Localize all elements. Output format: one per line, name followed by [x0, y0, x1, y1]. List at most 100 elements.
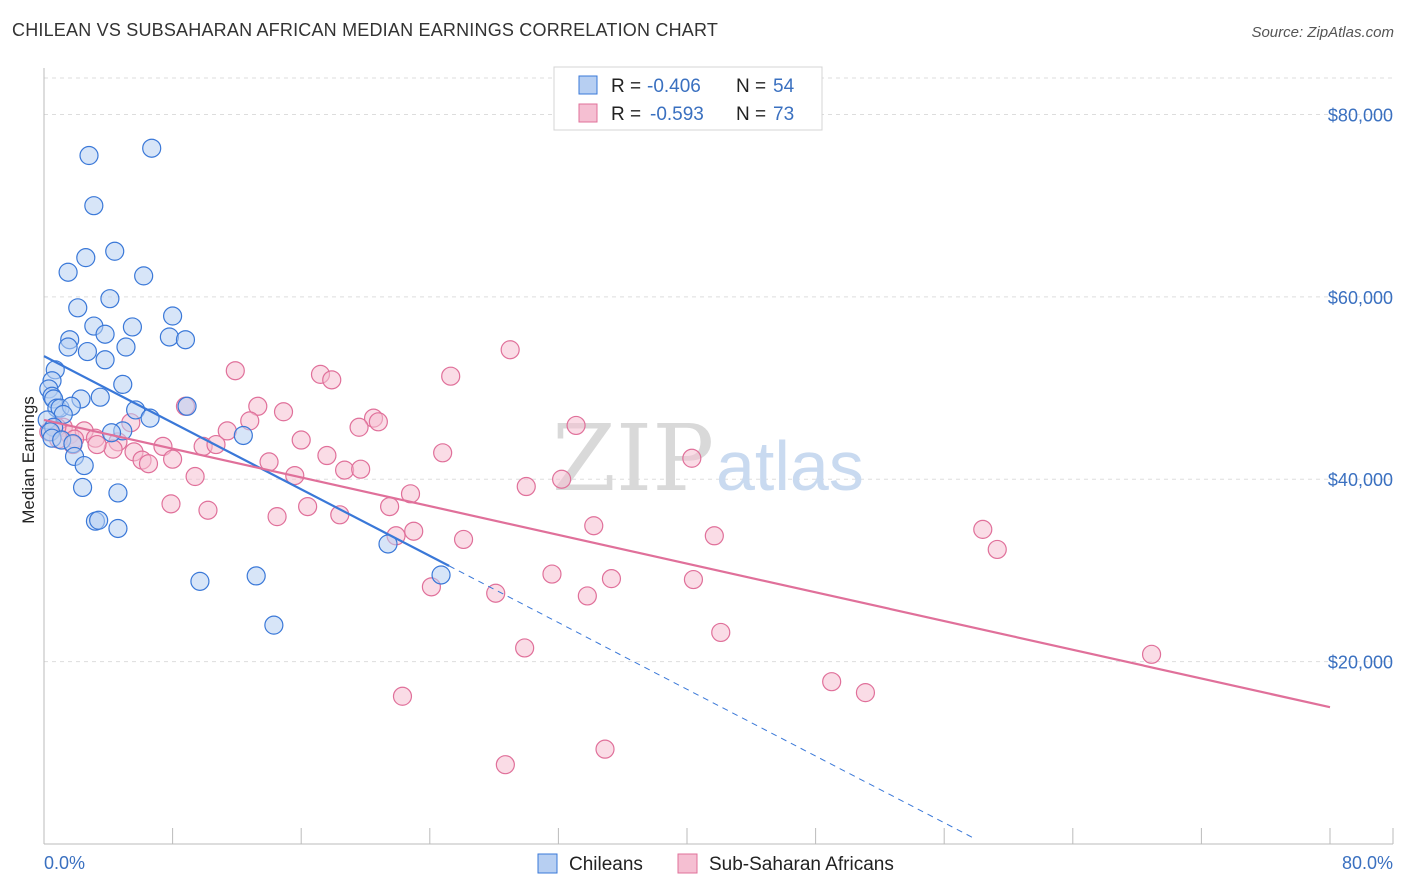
sub-saharan-point-52 — [404, 521, 424, 541]
sub-saharan-point-65 — [515, 638, 535, 658]
chileans-point-32 — [177, 396, 197, 416]
chileans-point-22 — [113, 374, 133, 394]
sub-saharan-point-6 — [248, 396, 268, 416]
chileans-point-9 — [163, 306, 183, 326]
chileans-point-7 — [100, 289, 120, 309]
sub-saharan-point-28 — [103, 439, 123, 459]
sub-saharan-point-45 — [161, 494, 181, 514]
sub-saharan-point-57 — [987, 539, 1007, 560]
legend-r-label-2: R = — [611, 104, 641, 125]
grid-lines — [44, 77, 1393, 663]
watermark: ZIP atlas — [552, 405, 864, 512]
chileans-point-45 — [74, 455, 94, 476]
chileans-trend-line — [43, 355, 450, 567]
chileans-point-1 — [142, 138, 162, 158]
chileans-point-43 — [233, 425, 253, 446]
sub-saharan-point-55 — [704, 526, 724, 546]
sub-saharan-point-22 — [291, 430, 311, 450]
sub-saharan-point-70 — [495, 755, 515, 775]
chileans-point-16 — [58, 337, 78, 357]
legend-r-value-1: -0.406 — [647, 76, 701, 97]
sub-saharan-point-69 — [595, 739, 615, 759]
sub-saharan-point-7 — [273, 402, 294, 422]
legend-n-value-1: 54 — [773, 76, 795, 97]
chileans-point-55 — [431, 565, 451, 585]
sub-saharan-point-53 — [453, 529, 474, 550]
chileans-point-26 — [90, 387, 110, 407]
chileans-point-11 — [122, 317, 143, 337]
chart-title: CHILEAN VS SUBSAHARAN AFRICAN MEDIAN EAR… — [12, 20, 719, 40]
y-axis-label: Median Earnings — [19, 396, 38, 524]
chileans-point-46 — [72, 477, 93, 498]
sub-saharan-point-38 — [335, 460, 355, 480]
y-tick-label-3: $80,000 — [1328, 105, 1393, 125]
sub-saharan-point-71 — [1141, 644, 1162, 664]
sub-saharan-point-39 — [351, 459, 371, 479]
sub-saharan-point-35 — [317, 445, 337, 466]
sub-saharan-trend-line — [43, 418, 1331, 709]
source-label: Source: ZipAtlas.com — [1251, 24, 1394, 41]
sub-saharan-point-68 — [392, 686, 413, 706]
sub-saharan-point-54 — [584, 516, 604, 536]
chileans-point-19 — [95, 350, 115, 370]
axes — [43, 68, 1394, 845]
sub-saharan-point-64 — [711, 622, 731, 643]
legend-n-value-2: 73 — [773, 104, 794, 125]
y-tick-label-0: $20,000 — [1328, 653, 1393, 673]
sub-saharan-point-9 — [368, 412, 388, 432]
x-tick-label-1: 80.0% — [1342, 853, 1393, 873]
sub-saharan-point-66 — [822, 672, 842, 692]
chileans-point-18 — [77, 341, 98, 362]
sub-saharan-point-29 — [87, 434, 107, 455]
chileans-point-54 — [264, 615, 284, 635]
chileans-point-13 — [159, 327, 179, 347]
sub-saharan-point-62 — [577, 586, 597, 606]
bottom-legend: Chileans Sub-Saharan Africans — [537, 853, 894, 875]
sub-saharan-point-0 — [500, 340, 520, 360]
chileans-point-14 — [175, 330, 196, 350]
sub-saharan-point-61 — [486, 583, 506, 603]
sub-saharan-point-43 — [516, 476, 536, 497]
bottom-legend-label-sub-saharan: Sub-Saharan Africans — [709, 854, 894, 875]
sub-saharan-point-67 — [855, 683, 876, 703]
sub-saharan-point-48 — [298, 496, 318, 517]
sub-saharan-point-41 — [185, 466, 205, 487]
y-tick-label-1: $40,000 — [1328, 470, 1393, 490]
chileans-point-3 — [105, 241, 125, 261]
legend-swatch-sub-saharan — [578, 103, 598, 123]
legend-box — [553, 66, 823, 131]
sub-saharan-point-59 — [601, 569, 622, 589]
sub-saharan-point-1 — [225, 361, 245, 381]
legend: R = -0.406 N = 54 R = -0.593 N = 73 — [553, 66, 823, 131]
chileans-point-47 — [108, 483, 128, 503]
x-tick-label-0: 0.0% — [44, 853, 85, 873]
sub-saharan-point-36 — [433, 443, 453, 463]
sub-saharan-point-37 — [682, 448, 702, 468]
chileans-point-6 — [58, 262, 78, 282]
legend-r-value-2: -0.593 — [650, 104, 704, 125]
chileans-point-17 — [116, 337, 136, 357]
chileans-point-12 — [95, 324, 115, 344]
chileans-point-49 — [89, 510, 109, 530]
legend-n-label-2: N = — [736, 104, 766, 125]
sub-saharan-point-50 — [380, 496, 400, 517]
chileans-point-8 — [68, 298, 88, 318]
sub-saharan-point-47 — [267, 507, 287, 527]
bottom-legend-swatch-chileans — [537, 853, 558, 874]
sub-saharan-point-42 — [552, 469, 572, 489]
x-tick-labels: 0.0% 80.0% — [44, 853, 1393, 873]
sub-saharan-point-31 — [163, 449, 183, 469]
sub-saharan-point-10 — [349, 417, 369, 437]
sub-saharan-point-58 — [542, 564, 562, 584]
chileans-point-2 — [84, 196, 104, 216]
sub-saharan-point-60 — [683, 569, 704, 590]
chileans-point-50 — [108, 518, 128, 539]
y-tick-label-2: $60,000 — [1328, 288, 1393, 308]
legend-swatch-chileans — [578, 75, 598, 95]
chileans-point-4 — [76, 248, 96, 268]
y-tick-labels: $20,000 $40,000 $60,000 $80,000 — [1328, 105, 1393, 672]
trend-lines — [43, 355, 1331, 840]
chileans-point-52 — [190, 571, 210, 591]
sub-saharan-point-11 — [566, 415, 586, 436]
sub-saharan-point-56 — [973, 519, 993, 539]
